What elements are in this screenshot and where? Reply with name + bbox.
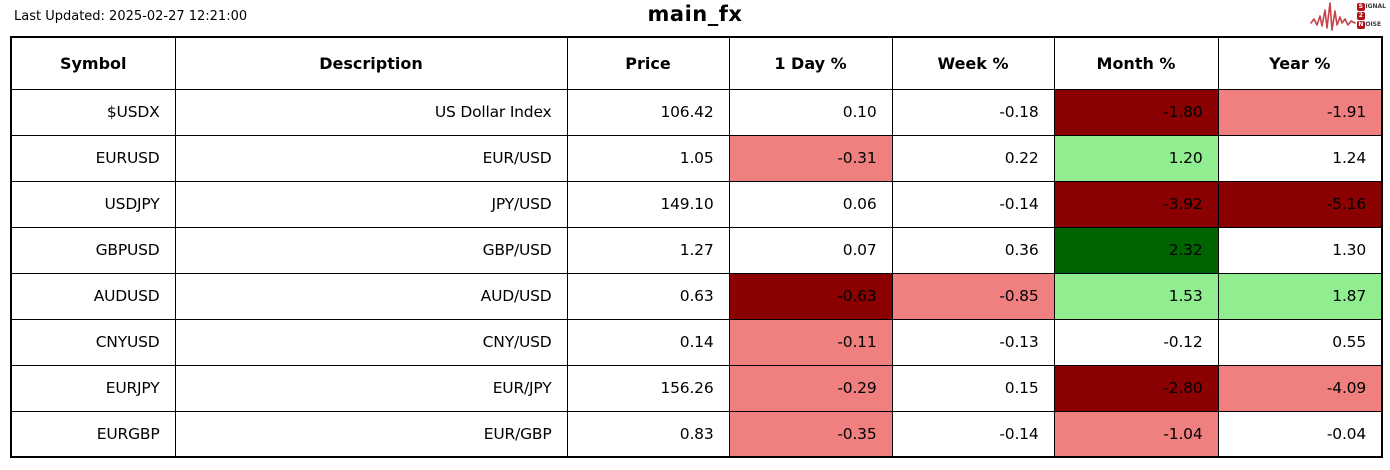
month-change-cell: 1.53 bbox=[1053, 272, 1219, 320]
table-row: EURUSD EUR/USD 1.05 -0.31 0.22 1.20 1.24 bbox=[10, 134, 1383, 182]
column-header-week: Week % bbox=[891, 36, 1055, 90]
day-change-cell: -0.11 bbox=[728, 318, 893, 366]
logo-line-noise: N OISE bbox=[1356, 21, 1386, 29]
week-change-cell: 0.22 bbox=[891, 134, 1055, 182]
symbol-cell: GBPUSD bbox=[10, 226, 176, 274]
month-change-cell: -0.12 bbox=[1053, 318, 1219, 366]
column-header-1day: 1 Day % bbox=[728, 36, 893, 90]
table-row: EURJPY EUR/JPY 156.26 -0.29 0.15 -2.80 -… bbox=[10, 364, 1383, 412]
column-header-year: Year % bbox=[1217, 36, 1383, 90]
price-cell: 106.42 bbox=[566, 88, 730, 136]
description-cell: US Dollar Index bbox=[174, 88, 568, 136]
symbol-cell: EURJPY bbox=[10, 364, 176, 412]
symbol-cell: AUDUSD bbox=[10, 272, 176, 320]
logo-badge-s: S bbox=[1356, 3, 1365, 11]
table-row: EURGBP EUR/GBP 0.83 -0.35 -0.14 -1.04 -0… bbox=[10, 410, 1383, 458]
year-change-cell: -4.09 bbox=[1217, 364, 1383, 412]
week-change-cell: -0.85 bbox=[891, 272, 1055, 320]
price-cell: 0.63 bbox=[566, 272, 730, 320]
fx-table: Symbol Description Price 1 Day % Week % … bbox=[10, 36, 1383, 458]
price-cell: 1.27 bbox=[566, 226, 730, 274]
day-change-cell: -0.31 bbox=[728, 134, 893, 182]
table-row: $USDX US Dollar Index 106.42 0.10 -0.18 … bbox=[10, 88, 1383, 136]
week-change-cell: -0.18 bbox=[891, 88, 1055, 136]
logo-line-signal: S IGNAL bbox=[1356, 3, 1386, 11]
year-change-cell: -5.16 bbox=[1217, 180, 1383, 228]
description-cell: AUD/USD bbox=[174, 272, 568, 320]
description-cell: EUR/GBP bbox=[174, 410, 568, 458]
logo-rest-oise: OISE bbox=[1365, 21, 1382, 28]
year-change-cell: 0.55 bbox=[1217, 318, 1383, 366]
symbol-cell: EURGBP bbox=[10, 410, 176, 458]
month-change-cell: -1.04 bbox=[1053, 410, 1219, 458]
description-cell: JPY/USD bbox=[174, 180, 568, 228]
month-change-cell: -1.80 bbox=[1053, 88, 1219, 136]
description-cell: EUR/USD bbox=[174, 134, 568, 182]
week-change-cell: -0.14 bbox=[891, 410, 1055, 458]
symbol-cell: CNYUSD bbox=[10, 318, 176, 366]
day-change-cell: -0.29 bbox=[728, 364, 893, 412]
header-row: Symbol Description Price 1 Day % Week % … bbox=[10, 36, 1383, 90]
symbol-cell: EURUSD bbox=[10, 134, 176, 182]
year-change-cell: -0.04 bbox=[1217, 410, 1383, 458]
year-change-cell: 1.30 bbox=[1217, 226, 1383, 274]
logo-text: S IGNAL 2 N OISE bbox=[1356, 3, 1386, 29]
table-row: CNYUSD CNY/USD 0.14 -0.11 -0.13 -0.12 0.… bbox=[10, 318, 1383, 366]
year-change-cell: -1.91 bbox=[1217, 88, 1383, 136]
table-row: USDJPY JPY/USD 149.10 0.06 -0.14 -3.92 -… bbox=[10, 180, 1383, 228]
week-change-cell: 0.15 bbox=[891, 364, 1055, 412]
week-change-cell: -0.14 bbox=[891, 180, 1055, 228]
day-change-cell: 0.10 bbox=[728, 88, 893, 136]
top-bar: Last Updated: 2025-02-27 12:21:00 main_f… bbox=[0, 0, 1390, 36]
column-header-month: Month % bbox=[1053, 36, 1219, 90]
logo-rest-ignal: IGNAL bbox=[1365, 3, 1386, 10]
month-change-cell: 1.20 bbox=[1053, 134, 1219, 182]
description-cell: EUR/JPY bbox=[174, 364, 568, 412]
price-cell: 1.05 bbox=[566, 134, 730, 182]
table-row: GBPUSD GBP/USD 1.27 0.07 0.36 2.32 1.30 bbox=[10, 226, 1383, 274]
week-change-cell: -0.13 bbox=[891, 318, 1055, 366]
description-cell: CNY/USD bbox=[174, 318, 568, 366]
price-cell: 0.14 bbox=[566, 318, 730, 366]
column-header-price: Price bbox=[566, 36, 730, 90]
price-cell: 156.26 bbox=[566, 364, 730, 412]
price-cell: 149.10 bbox=[566, 180, 730, 228]
price-cell: 0.83 bbox=[566, 410, 730, 458]
column-header-symbol: Symbol bbox=[10, 36, 176, 90]
month-change-cell: -3.92 bbox=[1053, 180, 1219, 228]
symbol-cell: USDJPY bbox=[10, 180, 176, 228]
column-header-description: Description bbox=[174, 36, 568, 90]
day-change-cell: -0.63 bbox=[728, 272, 893, 320]
week-change-cell: 0.36 bbox=[891, 226, 1055, 274]
page-title: main_fx bbox=[647, 2, 743, 26]
logo-line-2: 2 bbox=[1356, 12, 1386, 20]
year-change-cell: 1.87 bbox=[1217, 272, 1383, 320]
logo-badge-n: N bbox=[1356, 21, 1365, 29]
signal2noise-logo: S IGNAL 2 N OISE bbox=[1310, 1, 1386, 31]
month-change-cell: 2.32 bbox=[1053, 226, 1219, 274]
logo-badge-2: 2 bbox=[1356, 12, 1365, 20]
day-change-cell: 0.07 bbox=[728, 226, 893, 274]
day-change-cell: -0.35 bbox=[728, 410, 893, 458]
waveform-icon bbox=[1310, 2, 1356, 31]
year-change-cell: 1.24 bbox=[1217, 134, 1383, 182]
day-change-cell: 0.06 bbox=[728, 180, 893, 228]
table-row: AUDUSD AUD/USD 0.63 -0.63 -0.85 1.53 1.8… bbox=[10, 272, 1383, 320]
symbol-cell: $USDX bbox=[10, 88, 176, 136]
last-updated-text: Last Updated: 2025-02-27 12:21:00 bbox=[14, 9, 248, 24]
description-cell: GBP/USD bbox=[174, 226, 568, 274]
month-change-cell: -2.80 bbox=[1053, 364, 1219, 412]
